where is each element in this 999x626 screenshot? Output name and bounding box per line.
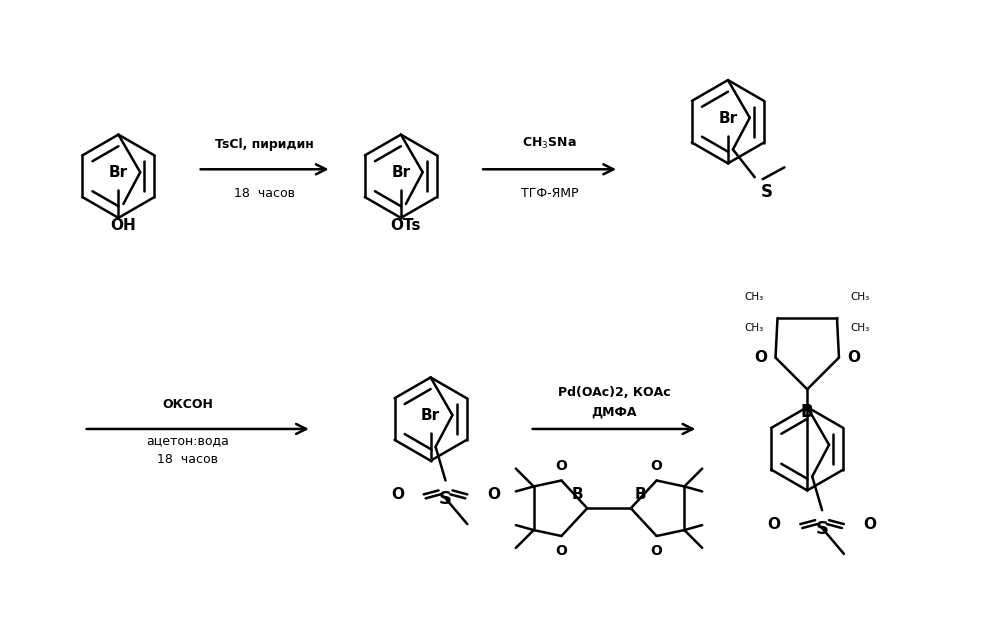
Text: Br: Br (392, 165, 411, 180)
Text: O: O (650, 544, 662, 558)
Text: Br: Br (718, 111, 737, 126)
Text: B: B (801, 403, 813, 421)
Text: ДМФА: ДМФА (591, 406, 636, 419)
Text: TsCl, пиридин: TsCl, пиридин (215, 138, 314, 151)
Text: B: B (571, 487, 583, 502)
Text: CH₃: CH₃ (744, 323, 763, 333)
Text: CH$_3$SNa: CH$_3$SNa (522, 136, 576, 151)
Text: O: O (847, 350, 860, 365)
Text: O: O (555, 459, 567, 473)
Text: B: B (634, 487, 646, 502)
Text: O: O (767, 516, 780, 531)
Text: 18  часов: 18 часов (234, 187, 295, 200)
Text: CH₃: CH₃ (851, 323, 870, 333)
Text: OTs: OTs (391, 218, 422, 233)
Text: CH₃: CH₃ (744, 292, 763, 302)
Text: OH: OH (111, 218, 136, 233)
Text: O: O (555, 544, 567, 558)
Text: S: S (439, 490, 452, 508)
Text: ТГФ-ЯМР: ТГФ-ЯМР (520, 187, 578, 200)
Text: O: O (488, 487, 500, 502)
Text: Br: Br (109, 165, 128, 180)
Text: O: O (391, 487, 404, 502)
Text: O: O (864, 516, 877, 531)
Text: 18  часов: 18 часов (157, 453, 219, 466)
Text: O: O (754, 350, 767, 365)
Text: CH₃: CH₃ (851, 292, 870, 302)
Text: ацетон:вода: ацетон:вода (147, 434, 229, 447)
Text: S: S (760, 183, 772, 201)
Text: S: S (815, 520, 828, 538)
Text: ОКСОН: ОКСОН (163, 398, 213, 411)
Text: Pd(OAc)2, КОАс: Pd(OAc)2, КОАс (557, 386, 670, 399)
Text: O: O (650, 459, 662, 473)
Text: Br: Br (421, 408, 441, 423)
